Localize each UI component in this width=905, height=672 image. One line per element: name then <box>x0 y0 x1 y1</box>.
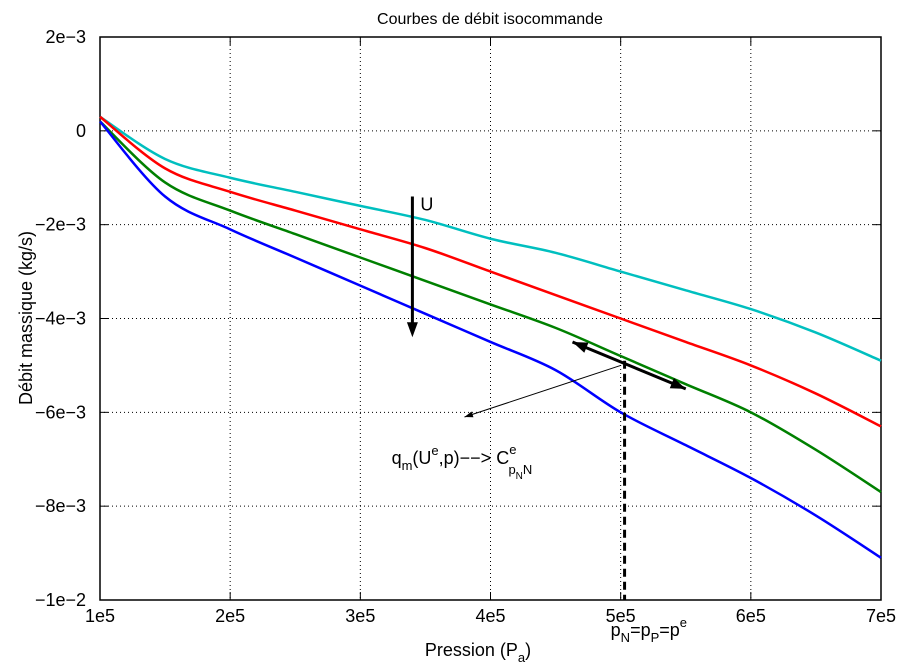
equality-s2: P <box>651 630 660 645</box>
tangent-line <box>571 340 687 391</box>
x-tick-label: 1e5 <box>85 606 115 626</box>
y-tick-label: 2e−3 <box>45 27 86 47</box>
x-tick-label: 4e5 <box>475 606 505 626</box>
x-axis-label-sub: a <box>518 650 526 665</box>
formula-c-sup: e <box>509 442 516 457</box>
equality-eq2: =p <box>659 620 680 640</box>
y-tick-label: −1e−2 <box>35 590 86 610</box>
formula-c-sub: p <box>508 462 515 477</box>
formula-open: (U <box>412 448 431 468</box>
x-tick-label: 2e5 <box>215 606 245 626</box>
y-tick-label: −8e−3 <box>35 496 86 516</box>
x-axis-label-main: Pression (P <box>425 640 518 660</box>
y-tick-label: 0 <box>76 121 86 141</box>
formula-c-sub-sub: N <box>516 471 523 482</box>
chart-title: Courbes de débit isocommande <box>377 11 603 28</box>
series-line-2 <box>99 115 882 428</box>
equality-s1: N <box>621 630 630 645</box>
x-tick-label: 5e5 <box>606 606 636 626</box>
series-layer <box>99 115 882 559</box>
x-tick-label: 7e5 <box>866 606 896 626</box>
equality-eq1: =p <box>630 620 651 640</box>
series-line-3 <box>99 120 882 494</box>
y-axis-label: Débit massique (kg/s) <box>16 231 36 405</box>
pointer-line <box>464 364 621 418</box>
equality-p1: p <box>611 620 621 640</box>
series-line-1 <box>99 115 882 362</box>
formula-q: q <box>392 448 402 468</box>
x-tick-label: 3e5 <box>345 606 375 626</box>
formula-rest: ,p)−−> C <box>439 448 510 468</box>
u-arrow-label: U <box>420 195 433 215</box>
equality-label: pN=pP=pe <box>611 615 687 645</box>
u-arrow-head <box>406 322 418 338</box>
y-tick-label: −6e−3 <box>35 402 86 422</box>
formula-c-tail: N <box>523 462 532 477</box>
x-tick-label: 6e5 <box>736 606 766 626</box>
tangent-arrow-head-right <box>669 378 686 389</box>
tangent-arrow-head-left <box>572 341 589 353</box>
formula-u-sup: e <box>431 443 438 458</box>
grid-layer <box>100 37 881 600</box>
equality-sup: e <box>680 615 687 630</box>
y-tick-label: −2e−3 <box>35 215 86 235</box>
pointer-arrow-head <box>464 411 474 418</box>
formula-label: qm(Ue,p)−−> Ce pNN <box>392 442 533 482</box>
y-tick-label: −4e−3 <box>35 309 86 329</box>
x-axis-label-close: ) <box>525 640 531 660</box>
formula-q-sub: m <box>402 458 413 473</box>
tick-layer: 1e5 2e5 3e5 4e5 5e5 6e5 7e5 2e−3 0 −2e−3 −4e−3 −6e−… <box>35 27 896 626</box>
annotation-layer: U <box>406 195 687 600</box>
series-line-4 <box>99 120 882 559</box>
x-axis-label: Pression (Pa) <box>425 640 531 665</box>
